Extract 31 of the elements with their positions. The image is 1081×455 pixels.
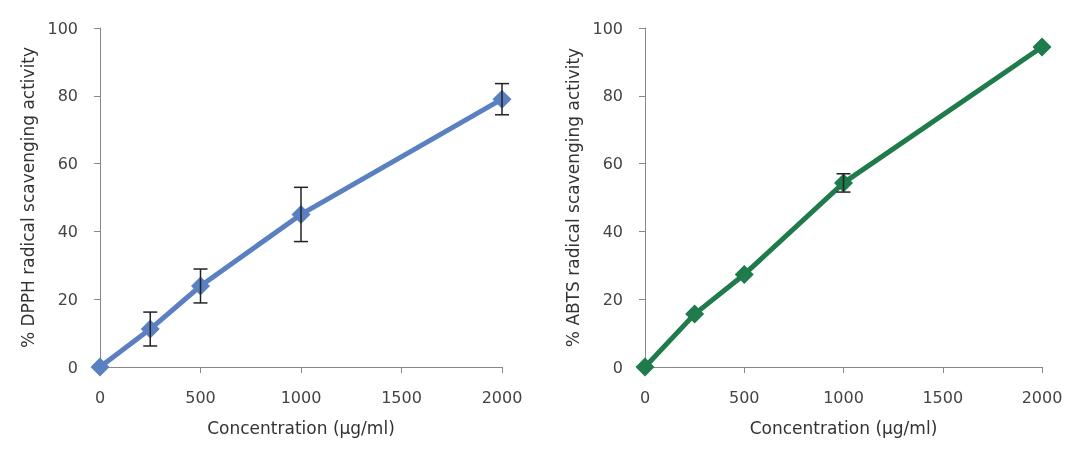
- point: [90, 357, 110, 377]
- x-tick-label: 0: [94, 387, 106, 407]
- x-tick-label: 1500: [922, 387, 964, 407]
- x-tick-label: 1500: [381, 387, 422, 407]
- y-tick-label: 100: [592, 18, 623, 38]
- x-tick-label: 2000: [481, 387, 523, 407]
- point: [635, 357, 655, 377]
- y-tick-label: 80: [57, 86, 78, 106]
- x-tick-label: 500: [185, 387, 216, 407]
- y-tick-label: 0: [612, 357, 623, 377]
- y-axis-title: % ABTS radical scavenging activity: [563, 47, 584, 348]
- y-tick-label: 60: [602, 154, 623, 174]
- x-tick-label: 1000: [823, 387, 864, 407]
- y-tick-label: 20: [57, 289, 78, 309]
- y-tick-label: 40: [57, 221, 78, 241]
- x-tick-label: 2000: [1021, 387, 1063, 407]
- x-axis-title: Concentration (µg/ml): [207, 417, 395, 438]
- y-tick-label: 80: [602, 86, 623, 106]
- x-tick-label: 1000: [280, 387, 322, 407]
- point: [734, 264, 754, 284]
- point: [1032, 37, 1052, 57]
- point: [685, 304, 705, 324]
- x-tick-label: 0: [639, 387, 651, 407]
- y-tick-label: 40: [602, 221, 623, 241]
- x-tick-label: 500: [728, 387, 760, 407]
- y-tick-label: 100: [47, 18, 78, 38]
- y-axis-title: % DPPH radical scavenging activity: [18, 46, 39, 349]
- x-axis-title: Concentration (µg/ml): [749, 417, 938, 438]
- y-tick-label: 0: [67, 357, 78, 377]
- y-tick-label: 20: [602, 289, 623, 309]
- y-tick-label: 60: [57, 154, 78, 174]
